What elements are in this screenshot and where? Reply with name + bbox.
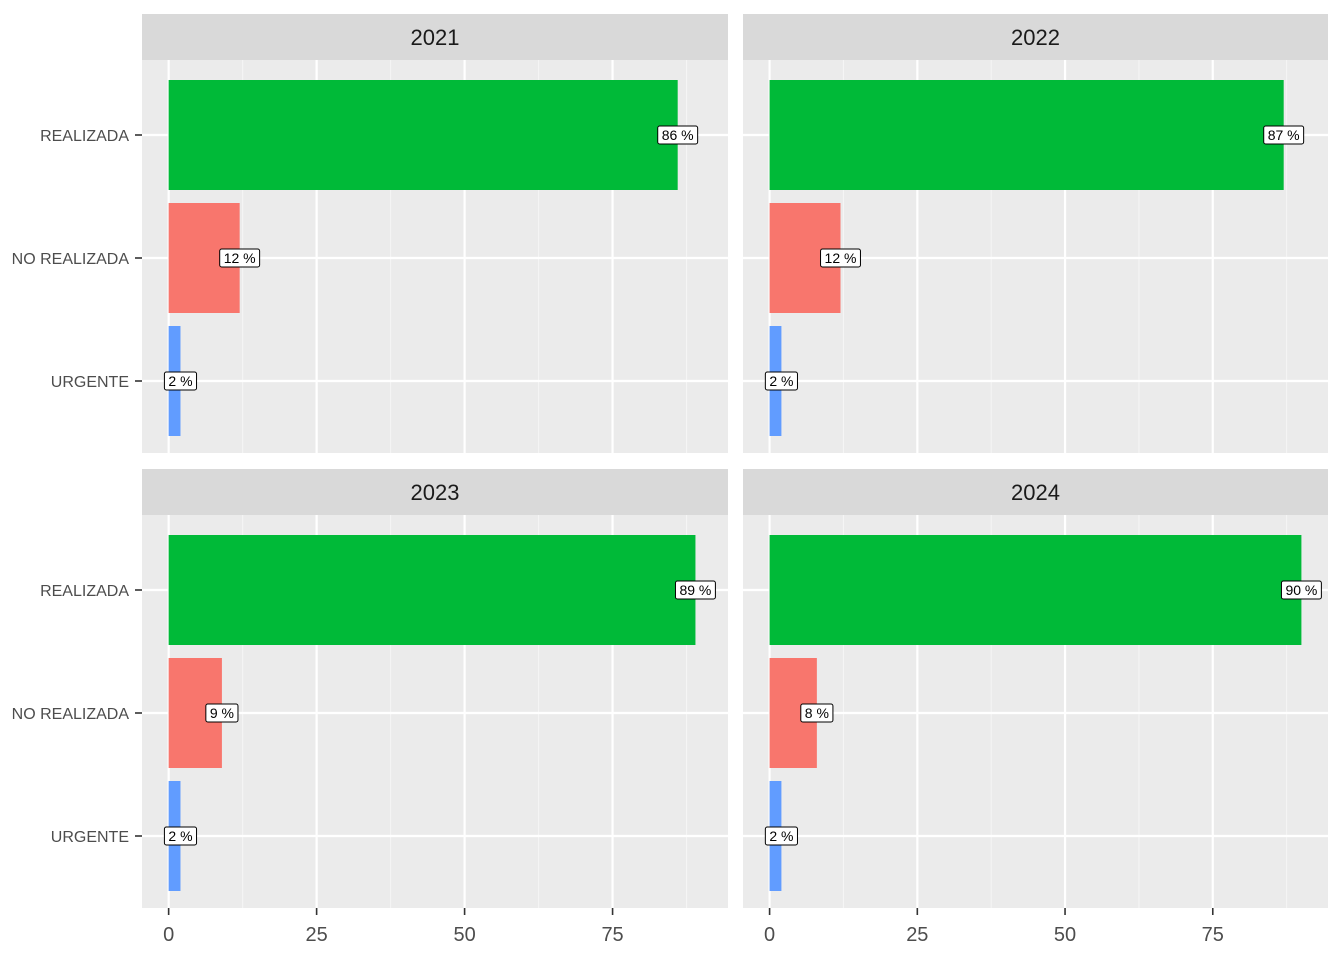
- facet-strip: [743, 469, 1328, 515]
- data-label-box: [163, 371, 198, 391]
- data-label-text: 89 %: [679, 582, 711, 598]
- data-label: 2 %: [163, 826, 198, 846]
- facet-strip-title: 2022: [1011, 25, 1060, 50]
- data-label-text: 87 %: [1268, 127, 1300, 143]
- x-tick-label: 25: [906, 924, 928, 946]
- data-label: 2 %: [764, 826, 798, 846]
- x-tick-label: 50: [453, 924, 475, 946]
- data-label-text: 2 %: [769, 828, 793, 844]
- data-label-box: [219, 248, 261, 268]
- facet-panel-2022: 2022 87 % 12 % 2 %: [743, 14, 1328, 453]
- facet-panel-2023: 2023 89 % 9 % 2 % REALIZADA NO REALIZADA URGEN…: [12, 469, 728, 946]
- data-label-text: 90 %: [1285, 582, 1317, 598]
- bar-realizada: [769, 535, 1302, 645]
- x-tick-label: 75: [601, 924, 623, 946]
- data-label: 2 %: [764, 371, 798, 391]
- bar-realizada: [168, 535, 696, 645]
- data-label-box: [163, 826, 198, 846]
- data-label-text: 8 %: [805, 705, 829, 721]
- y-tick-label: REALIZADA: [40, 583, 129, 600]
- data-label-box: [820, 248, 861, 268]
- data-label-box: [205, 703, 239, 723]
- x-tick-label: 0: [764, 924, 775, 946]
- y-tick-label: NO REALIZADA: [12, 251, 130, 268]
- data-label: 12 %: [820, 248, 861, 268]
- data-label-box: [657, 125, 699, 145]
- data-label: 86 %: [657, 125, 699, 145]
- bar-realizada: [168, 80, 678, 190]
- data-label: 89 %: [674, 580, 716, 600]
- x-tick-label: 50: [1054, 924, 1076, 946]
- data-label: 12 %: [219, 248, 261, 268]
- data-label-text: 2 %: [769, 373, 793, 389]
- data-label-box: [764, 371, 798, 391]
- facet-strip: [142, 469, 728, 515]
- data-label: 87 %: [1263, 125, 1305, 145]
- y-tick-label: NO REALIZADA: [12, 706, 130, 723]
- data-label-box: [1263, 125, 1305, 145]
- data-label: 90 %: [1280, 580, 1322, 600]
- facet-panel-2024: 2024 90 % 8 % 2 % 0 25 50 75: [743, 469, 1328, 946]
- x-tick-label: 75: [1202, 924, 1224, 946]
- y-tick-label: REALIZADA: [40, 128, 129, 145]
- facet-strip-title: 2024: [1011, 480, 1060, 505]
- data-label-box: [764, 826, 798, 846]
- data-label-box: [800, 703, 834, 723]
- data-label: 8 %: [800, 703, 834, 723]
- y-tick-label: URGENTE: [51, 374, 129, 391]
- data-label-text: 2 %: [168, 373, 192, 389]
- data-label-box: [1280, 580, 1322, 600]
- x-tick-label: 25: [305, 924, 327, 946]
- data-label-text: 2 %: [168, 828, 192, 844]
- y-tick-label: URGENTE: [51, 829, 129, 846]
- data-label: 2 %: [163, 371, 198, 391]
- data-label: 9 %: [205, 703, 239, 723]
- facet-panel-2021: 2021 86 % 12 % 2 % REALIZADA NO REALIZADA URGE…: [12, 14, 728, 453]
- data-label-text: 12 %: [825, 250, 857, 266]
- bar-realizada: [769, 80, 1284, 190]
- facet-strip: [743, 14, 1328, 60]
- data-label-box: [674, 580, 716, 600]
- facet-strip-title: 2021: [411, 25, 460, 50]
- x-tick-label: 0: [163, 924, 174, 946]
- data-label-text: 86 %: [662, 127, 694, 143]
- facet-strip-title: 2023: [411, 480, 460, 505]
- data-label-text: 9 %: [210, 705, 234, 721]
- facet-strip: [142, 14, 728, 60]
- data-label-text: 12 %: [224, 250, 256, 266]
